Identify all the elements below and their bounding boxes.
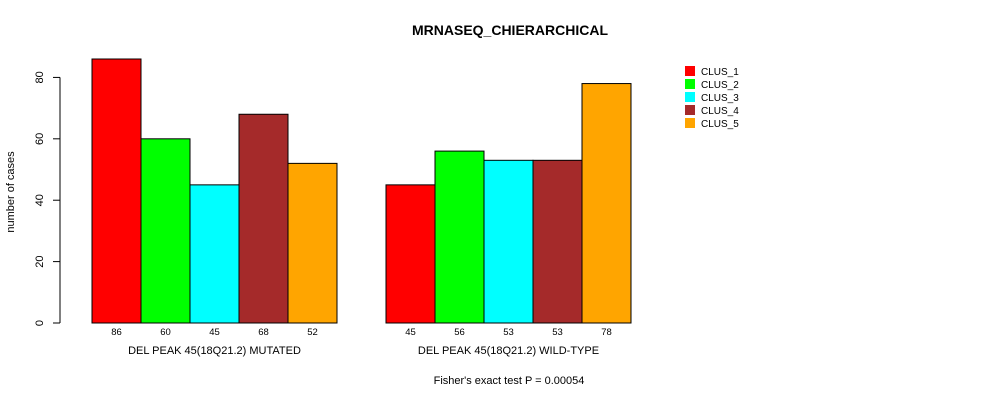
legend-swatch-clus-3 — [685, 92, 695, 102]
y-tick-label: 60 — [34, 133, 46, 145]
bar-count-label: 60 — [160, 327, 171, 338]
bar-count-label: 78 — [601, 327, 612, 338]
bars — [91, 58, 632, 324]
group-labels: DEL PEAK 45(18Q21.2) MUTATED DEL PEAK 45(… — [128, 345, 599, 357]
y-tick-label: 40 — [34, 194, 46, 206]
bar-clus-2-group-2 — [434, 150, 485, 324]
bar-clus-5-group-1 — [287, 162, 338, 324]
y-tick-label: 0 — [34, 320, 46, 326]
bar-clus-3-group-2 — [483, 159, 534, 324]
fisher-test-footnote: Fisher's exact test P = 0.00054 — [434, 375, 585, 387]
bar-count-label: 45 — [405, 327, 416, 338]
y-axis-label: number of cases — [5, 151, 17, 233]
bar-count-label: 45 — [209, 327, 220, 338]
bar-clus-5-group-2 — [581, 83, 632, 324]
group-label-2: DEL PEAK 45(18Q21.2) WILD-TYPE — [418, 345, 599, 357]
legend-label-clus-1: CLUS_1 — [701, 67, 739, 78]
count-labels: 86 60 45 68 52 45 56 53 53 78 — [111, 327, 612, 338]
bar-clus-2-group-1 — [140, 138, 191, 324]
bar-count-label: 52 — [307, 327, 318, 338]
legend: CLUS_1 CLUS_2 CLUS_3 CLUS_4 CLUS_5 — [685, 66, 739, 130]
legend-swatch-clus-2 — [685, 79, 695, 89]
y-tick-label: 20 — [34, 255, 46, 267]
legend-label-clus-5: CLUS_5 — [701, 119, 739, 130]
legend-label-clus-2: CLUS_2 — [701, 80, 739, 91]
bar-count-label: 53 — [503, 327, 514, 338]
bar-clus-4-group-2 — [532, 159, 583, 324]
bar-count-label: 86 — [111, 327, 122, 338]
bar-count-label: 56 — [454, 327, 465, 338]
legend-swatch-clus-1 — [685, 66, 695, 76]
bar-clus-1-group-1 — [91, 58, 142, 324]
group-label-1: DEL PEAK 45(18Q21.2) MUTATED — [128, 345, 301, 357]
legend-label-clus-3: CLUS_3 — [701, 93, 739, 104]
y-axis: 0 20 40 60 80 — [34, 71, 61, 326]
legend-swatch-clus-5 — [685, 118, 695, 128]
legend-label-clus-4: CLUS_4 — [701, 106, 739, 117]
bar-clus-3-group-1 — [189, 184, 240, 324]
y-tick-label: 80 — [34, 71, 46, 83]
chart-title: MRNASEQ_CHIERARCHICAL — [412, 22, 608, 38]
bar-clus-4-group-1 — [238, 113, 289, 324]
bar-clus-1-group-2 — [385, 184, 436, 324]
bar-count-label: 68 — [258, 327, 269, 338]
legend-swatch-clus-4 — [685, 105, 695, 115]
bar-count-label: 53 — [552, 327, 563, 338]
